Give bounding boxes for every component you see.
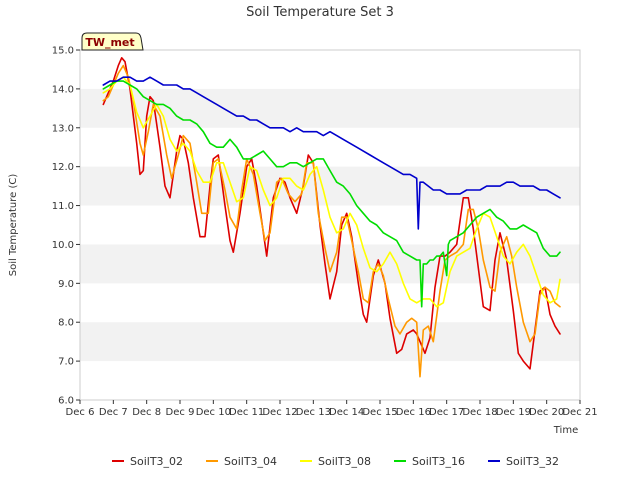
y-axis-label: Soil Temperature (C) — [8, 174, 19, 277]
series-line-soilt3-02 — [102, 56, 561, 370]
chart-title: Soil Temperature Set 3 — [246, 5, 394, 20]
grid-band — [80, 166, 580, 206]
y-tick-label: 8.0 — [58, 318, 74, 329]
legend-label: SoilT3_08 — [318, 455, 371, 468]
y-axis-ticks: 6.0 7.0 8.0 9.0 10.0 11.0 12.0 13.0 14.0 15.0 — [52, 46, 80, 407]
legend-label: SoilT3_02 — [130, 455, 183, 468]
x-tick-label: Dec 8 — [132, 407, 161, 418]
x-tick-label: Dec 21 — [562, 407, 597, 418]
y-tick-label: 14.0 — [52, 84, 74, 95]
legend-label: SoilT3_32 — [506, 455, 559, 468]
x-tick-label: Dec 11 — [229, 407, 264, 418]
x-tick-label: Dec 14 — [329, 407, 364, 418]
y-tick-label: 10.0 — [52, 240, 74, 251]
series-line-soilt3-04 — [102, 64, 561, 378]
series-line-soilt3-32 — [102, 76, 561, 230]
series-line-soilt3-08 — [102, 76, 561, 308]
y-tick-label: 7.0 — [58, 357, 74, 368]
y-tick-label: 13.0 — [52, 123, 74, 134]
x-tick-label: Dec 10 — [196, 407, 231, 418]
y-tick-label: 15.0 — [52, 46, 74, 57]
plot-area — [79, 49, 581, 401]
x-tick-label: Dec 16 — [396, 407, 431, 418]
legend-label: SoilT3_04 — [224, 455, 277, 468]
y-tick-label: 9.0 — [58, 279, 74, 290]
x-tick-label: Dec 18 — [462, 407, 497, 418]
legend-label: SoilT3_16 — [412, 455, 465, 468]
x-tick-label: Dec 12 — [262, 407, 297, 418]
grid-band — [80, 322, 580, 362]
y-tick-label: 6.0 — [58, 396, 74, 407]
x-tick-label: Dec 15 — [362, 407, 397, 418]
y-tick-label: 12.0 — [52, 162, 74, 173]
x-tick-label: Dec 6 — [66, 407, 95, 418]
x-tick-label: Dec 7 — [99, 407, 128, 418]
series-lines — [102, 56, 561, 378]
grid-bands — [80, 88, 580, 362]
x-tick-label: Dec 17 — [429, 407, 464, 418]
station-badge-label: TW_met — [85, 36, 134, 49]
x-tick-label: Dec 13 — [296, 407, 331, 418]
legend: SoilT3_02 SoilT3_04 SoilT3_08 SoilT3_16 Soil… — [112, 455, 559, 468]
y-tick-label: 11.0 — [52, 201, 74, 212]
x-axis-label: Time — [553, 425, 578, 436]
x-tick-label: Dec 19 — [496, 407, 531, 418]
station-badge: TW_met — [81, 32, 144, 51]
grid-band — [80, 88, 580, 128]
x-tick-label: Dec 9 — [166, 407, 195, 418]
series-line-soilt3-16 — [102, 80, 561, 308]
x-tick-label: Dec 20 — [529, 407, 564, 418]
